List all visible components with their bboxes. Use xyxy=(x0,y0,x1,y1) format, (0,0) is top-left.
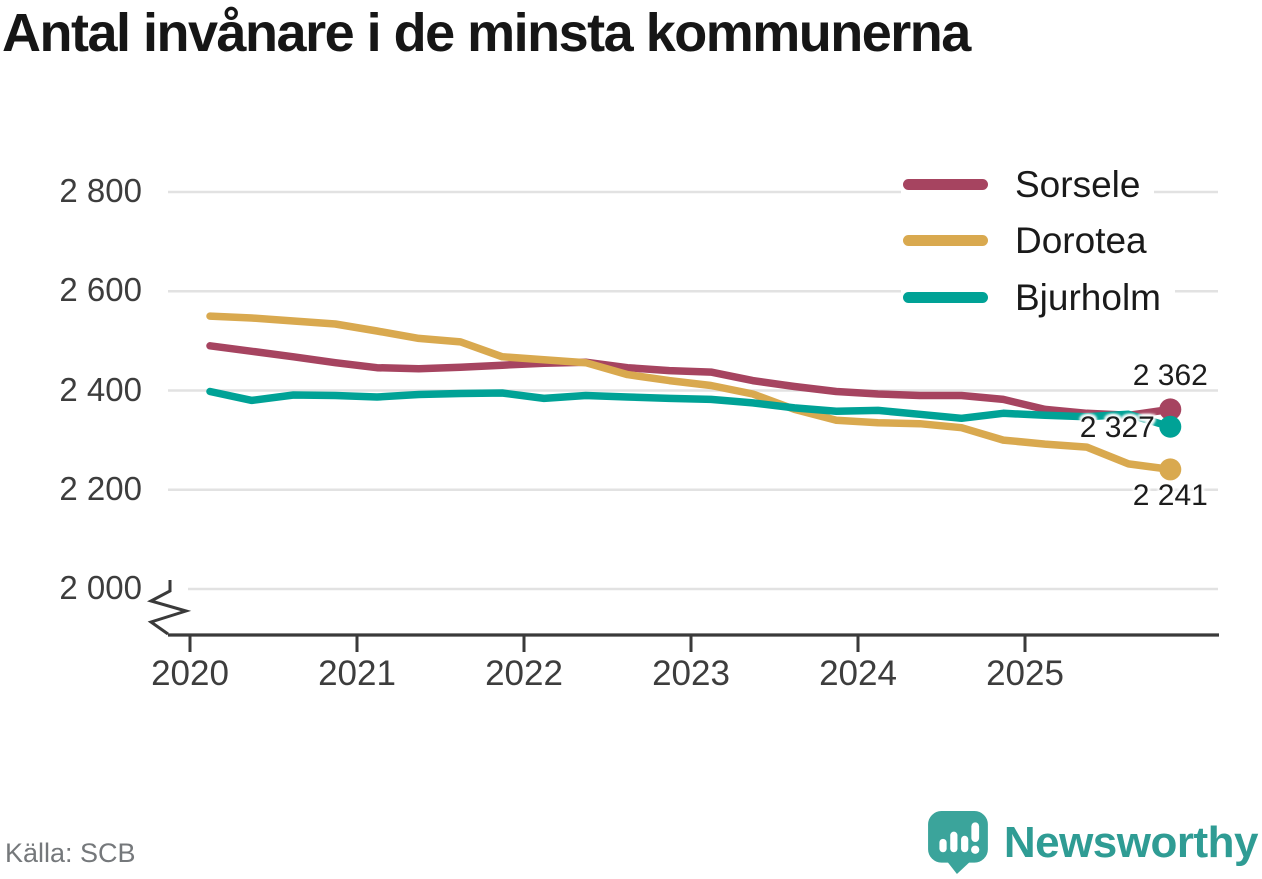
x-tick-label: 2021 xyxy=(318,654,396,693)
legend-item-bjurholm: Bjurholm xyxy=(901,272,1175,322)
x-tick-label: 2020 xyxy=(151,654,229,693)
source-caption: Källa: SCB xyxy=(5,838,136,868)
newsworthy-logo-icon xyxy=(927,811,988,874)
newsworthy-logo-text: Newsworthy xyxy=(1003,818,1259,867)
legend-label: Dorotea xyxy=(1015,220,1147,261)
legend-item-dorotea: Dorotea xyxy=(901,215,1161,266)
end-value-label-dorotea: 2 241 xyxy=(1132,479,1208,513)
axis-break-icon xyxy=(146,580,192,636)
legend-item-sorsele: Sorsele xyxy=(901,159,1155,209)
newsworthy-logo: Newsworthy xyxy=(927,810,1259,876)
y-tick-label: 2 400 xyxy=(59,370,142,408)
y-tick-label: 2 200 xyxy=(59,469,142,507)
legend-label: Sorsele xyxy=(1015,163,1141,205)
series-end-dot-bjurholm xyxy=(1159,415,1182,438)
y-tick-label: 2 000 xyxy=(59,569,142,607)
legend-label: Bjurholm xyxy=(1015,276,1161,318)
series-end-dot-sorsele xyxy=(1159,398,1182,421)
chart-title: Antal invånare i de minsta kommunerna xyxy=(2,3,971,63)
y-tick-label: 2 600 xyxy=(59,271,142,309)
legend-swatch-icon xyxy=(903,235,988,246)
series-line-sorsele xyxy=(206,342,1175,420)
x-tick-label: 2024 xyxy=(819,654,897,693)
x-tick-label: 2022 xyxy=(485,654,563,693)
series-end-dot-dorotea xyxy=(1159,458,1182,481)
series-line-bjurholm xyxy=(206,387,1175,431)
series-line-dorotea xyxy=(206,312,1175,474)
x-tick-label: 2023 xyxy=(652,654,730,693)
y-tick-label: 2 800 xyxy=(59,172,142,210)
legend-swatch-icon xyxy=(903,291,988,303)
end-value-label-sorsele: 2 362 xyxy=(1132,359,1208,393)
x-tick-label: 2025 xyxy=(986,654,1064,693)
legend-swatch-icon xyxy=(903,178,988,190)
end-value-label-bjurholm: 2 327 xyxy=(1079,410,1155,444)
